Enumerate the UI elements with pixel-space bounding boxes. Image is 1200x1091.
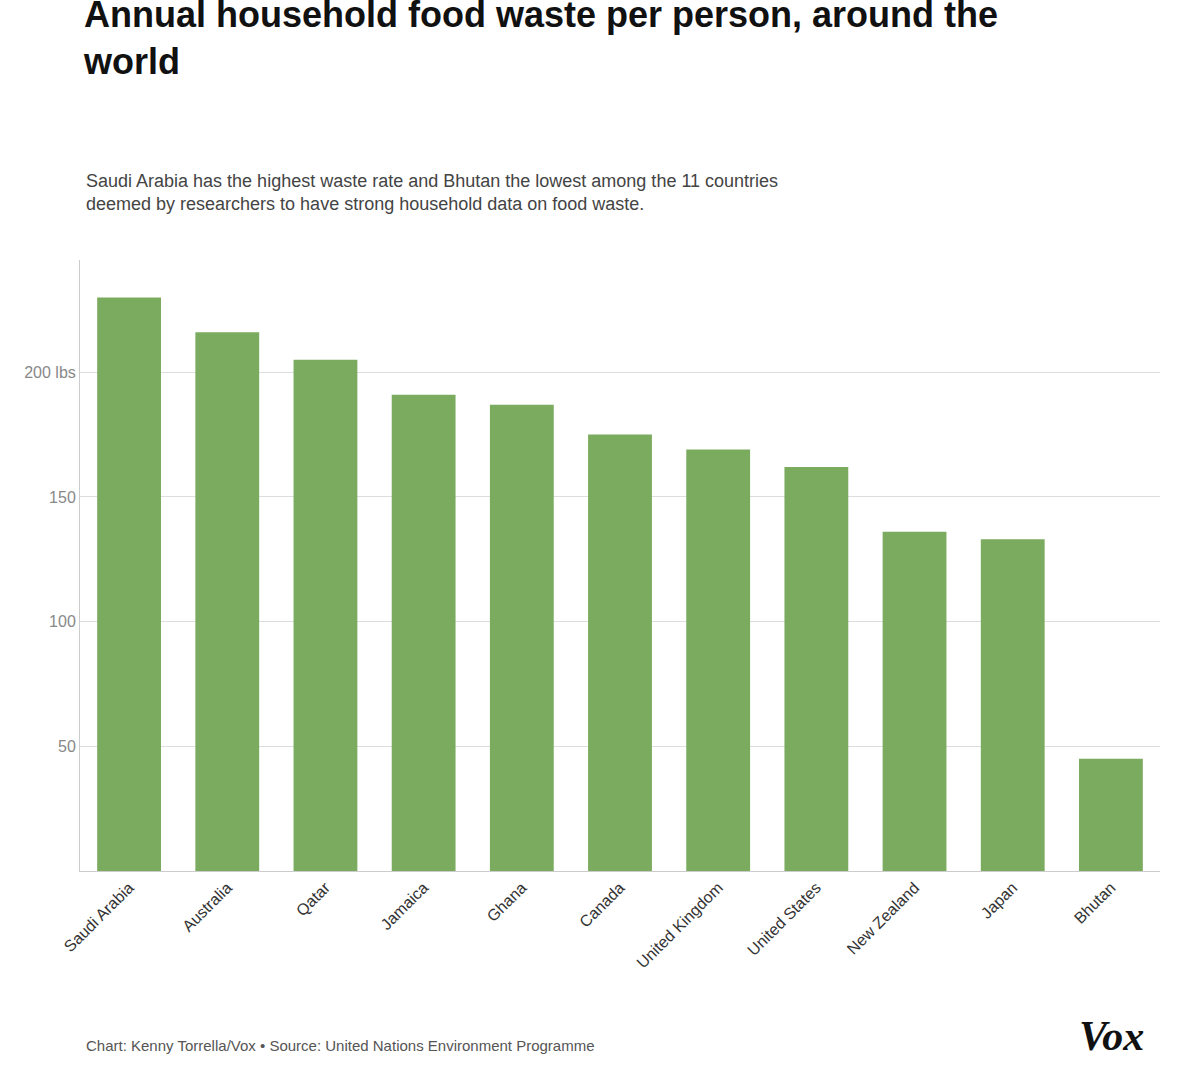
svg-text:Japan: Japan [978, 879, 1021, 922]
svg-text:United States: United States [744, 879, 824, 959]
svg-text:Canada: Canada [576, 879, 628, 931]
svg-text:United Kingdom: United Kingdom [633, 879, 726, 972]
svg-text:200 lbs: 200 lbs [24, 364, 76, 381]
svg-text:New Zealand: New Zealand [844, 879, 923, 958]
svg-text:Saudi Arabia has the highest w: Saudi Arabia has the highest waste rate … [86, 171, 778, 214]
svg-text:Saudi Arabia: Saudi Arabia [61, 879, 137, 955]
svg-text:Ghana: Ghana [484, 879, 530, 925]
svg-text:Bhutan: Bhutan [1071, 879, 1119, 927]
svg-text:100: 100 [49, 613, 76, 630]
svg-text:50: 50 [58, 738, 76, 755]
svg-text:Australia: Australia [179, 879, 235, 935]
svg-text:Jamaica: Jamaica [377, 879, 431, 933]
svg-text:150: 150 [49, 489, 76, 506]
svg-text:Qatar: Qatar [293, 878, 334, 919]
svg-text:Vox: Vox [1079, 1013, 1144, 1059]
svg-text:Chart: Kenny Torrella/Vox • So: Chart: Kenny Torrella/Vox • Source: Unit… [86, 1037, 595, 1054]
svg-text:Annual household food waste pe: Annual household food waste per person, … [83, 0, 998, 82]
